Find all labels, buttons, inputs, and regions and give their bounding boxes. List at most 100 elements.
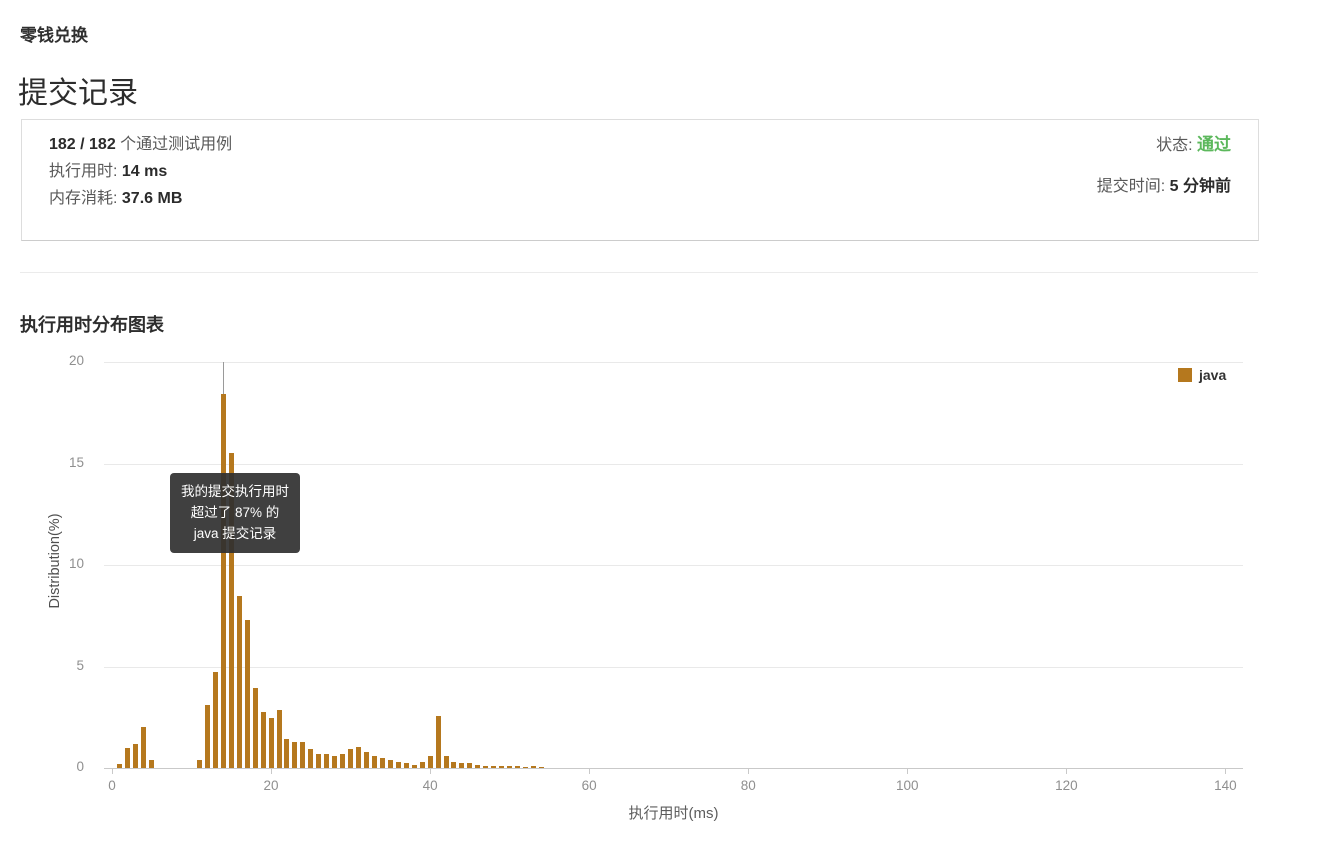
chart-heading: 执行用时分布图表	[20, 315, 164, 335]
x-tick-mark	[112, 768, 113, 774]
histogram-bar	[348, 749, 354, 768]
x-tick-label: 80	[740, 778, 756, 793]
runtime-distribution-chart: Distribution(%) 执行用时(ms) java 我的提交执行用时 超…	[20, 350, 1280, 835]
histogram-bar	[252, 688, 258, 768]
section-divider	[20, 272, 1258, 273]
y-tick-label: 20	[68, 353, 84, 368]
histogram-bar	[403, 763, 409, 768]
memory-value: 37.6 MB	[121, 190, 183, 207]
x-axis-title: 执行用时(ms)	[628, 805, 719, 822]
memory-label: 内存消耗:	[49, 190, 122, 207]
histogram-bar	[467, 763, 473, 768]
histogram-bar	[459, 763, 465, 768]
histogram-bar	[308, 749, 314, 768]
submit-time-value: 5 分钟前	[1169, 178, 1231, 195]
histogram-bar	[149, 760, 155, 768]
histogram-bar	[435, 716, 441, 768]
x-tick-label: 140	[1214, 778, 1237, 793]
gridline	[104, 463, 1243, 465]
histogram-bar	[363, 752, 369, 768]
histogram-bar	[236, 596, 242, 768]
histogram-bar	[411, 765, 417, 768]
histogram-bar	[419, 762, 425, 768]
runtime-label: 执行用时:	[49, 163, 122, 180]
histogram-bar	[538, 767, 544, 768]
histogram-bar	[531, 766, 536, 768]
passed-cases-text: 个通过测试用例	[115, 136, 233, 153]
x-tick-mark	[1066, 768, 1068, 774]
chart-plot	[104, 362, 1243, 769]
tooltip-line-1: 我的提交执行用时	[181, 484, 289, 499]
x-tick-label: 100	[896, 778, 919, 793]
page-title: 提交记录	[18, 77, 138, 110]
histogram-bar	[125, 748, 131, 768]
problem-title: 零钱兑换	[20, 26, 88, 45]
memory-line: 内存消耗: 37.6 MB	[49, 185, 232, 212]
beats-percentage-tooltip: 我的提交执行用时 超过了 87% 的 java 提交记录	[170, 473, 300, 553]
gridline	[104, 666, 1243, 668]
histogram-bar	[284, 739, 290, 768]
x-tick-mark	[748, 768, 750, 774]
x-tick-mark	[271, 768, 273, 774]
y-tick-label: 10	[68, 556, 84, 571]
histogram-bar	[523, 767, 529, 768]
y-tick-label: 15	[68, 454, 84, 470]
x-tick-label: 40	[422, 778, 438, 793]
histogram-bar	[379, 758, 385, 768]
x-tick-mark	[1225, 768, 1227, 774]
histogram-bar	[387, 760, 393, 768]
runtime-value: 14 ms	[121, 163, 168, 180]
histogram-bar	[268, 718, 274, 768]
result-card-left: 182 / 182 个通过测试用例 执行用时: 14 ms 内存消耗: 37.6…	[49, 131, 232, 212]
histogram-bar	[196, 760, 202, 768]
histogram-bar	[483, 766, 489, 768]
histogram-bar	[499, 766, 505, 768]
tooltip-line-2: 超过了 87% 的	[190, 505, 280, 520]
histogram-bar	[300, 742, 306, 768]
histogram-bar	[356, 747, 362, 768]
x-tick-mark	[430, 768, 432, 774]
x-tick-label: 120	[1055, 778, 1078, 793]
legend-label: java	[1199, 367, 1227, 383]
x-axis-line	[104, 768, 1243, 769]
histogram-bar	[324, 754, 330, 768]
histogram-bar	[212, 672, 218, 768]
status-value: 通过	[1197, 135, 1231, 154]
histogram-bar	[117, 764, 123, 768]
status-label: 状态:	[1156, 137, 1197, 154]
gridline	[104, 565, 1243, 566]
passed-cases-line: 182 / 182 个通过测试用例	[49, 131, 232, 158]
histogram-bar	[515, 766, 521, 768]
x-tick-label: 20	[263, 778, 279, 793]
histogram-bar	[260, 712, 266, 768]
histogram-bar	[332, 756, 338, 768]
legend-swatch	[1178, 368, 1192, 382]
histogram-bar	[141, 727, 147, 768]
submit-time-label: 提交时间:	[1096, 178, 1170, 195]
histogram-bar	[491, 766, 497, 768]
histogram-bar	[340, 754, 346, 768]
histogram-bar	[475, 765, 481, 768]
histogram-bar	[451, 762, 457, 768]
x-tick-label: 60	[581, 778, 597, 793]
legend-item-java[interactable]: java	[1178, 367, 1226, 383]
passed-cases-count: 182 / 182	[49, 136, 116, 153]
y-tick-label: 5	[76, 657, 84, 673]
result-card-right: 状态: 通过 提交时间: 5 分钟前	[1097, 131, 1231, 200]
histogram-bar	[507, 766, 513, 768]
x-tick-mark	[589, 768, 591, 774]
histogram-bar	[133, 744, 139, 768]
histogram-bar	[244, 620, 250, 768]
histogram-bar	[316, 754, 322, 768]
histogram-bar	[228, 453, 234, 768]
histogram-bar	[371, 756, 377, 768]
histogram-bar	[292, 742, 298, 768]
tooltip-line-3: java 提交记录	[193, 526, 277, 541]
y-tick-label: 0	[76, 759, 84, 774]
histogram-bar	[427, 756, 433, 768]
histogram-bar	[204, 705, 210, 768]
submit-time-line: 提交时间: 5 分钟前	[1097, 173, 1231, 200]
histogram-bar	[220, 394, 226, 768]
x-tick-mark	[907, 768, 909, 774]
